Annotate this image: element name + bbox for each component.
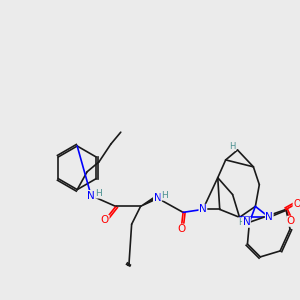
Text: H: H: [96, 189, 102, 198]
Text: N: N: [265, 212, 273, 222]
Text: O: O: [101, 215, 109, 225]
Text: N: N: [154, 193, 161, 202]
Text: H: H: [161, 191, 168, 200]
Polygon shape: [141, 196, 157, 206]
Text: H: H: [238, 218, 245, 227]
Text: H: H: [230, 142, 236, 151]
Text: N: N: [199, 204, 207, 214]
Text: N: N: [87, 190, 95, 200]
Text: N: N: [243, 217, 250, 227]
Text: O: O: [177, 224, 185, 234]
Text: O: O: [287, 216, 295, 226]
Text: O: O: [293, 200, 300, 209]
